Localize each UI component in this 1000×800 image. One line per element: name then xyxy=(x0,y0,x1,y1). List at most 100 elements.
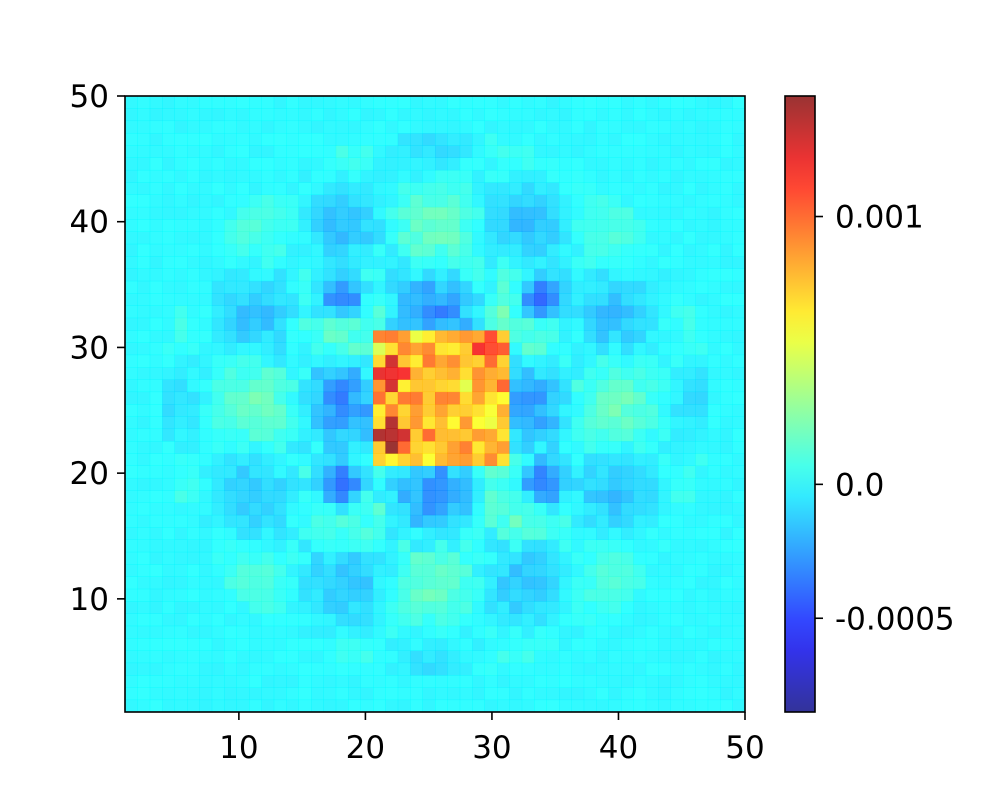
heatmap-cell xyxy=(286,428,299,442)
heatmap-cell xyxy=(149,169,163,183)
heatmap-cell xyxy=(497,157,510,171)
heatmap-cell xyxy=(273,182,287,195)
heatmap-cell xyxy=(323,625,337,639)
heatmap-cell xyxy=(162,687,175,701)
heatmap-cell xyxy=(149,293,163,306)
heatmap-cell xyxy=(435,440,448,454)
heatmap-cell xyxy=(435,638,448,651)
heatmap-cell xyxy=(509,662,523,676)
heatmap-cell xyxy=(497,514,510,528)
heatmap-cell xyxy=(174,404,188,417)
heatmap-cell xyxy=(211,613,225,627)
heatmap-cell xyxy=(707,502,721,516)
heatmap-cell xyxy=(273,96,287,109)
heatmap-cell xyxy=(583,330,597,343)
heatmap-cell xyxy=(187,379,200,393)
heatmap-cell xyxy=(571,182,585,195)
heatmap-cell xyxy=(645,354,659,368)
heatmap-cell xyxy=(149,440,163,454)
heatmap-cell xyxy=(608,551,622,565)
heatmap-cell xyxy=(249,404,262,417)
heatmap-cell xyxy=(199,132,213,146)
heatmap-cell xyxy=(707,132,721,146)
heatmap-cell xyxy=(311,564,324,577)
heatmap-cell xyxy=(149,256,163,269)
heatmap-cell xyxy=(732,268,746,282)
heatmap-cell xyxy=(732,490,746,503)
heatmap-cell xyxy=(410,404,423,417)
heatmap-cell xyxy=(261,169,275,183)
heatmap-cell xyxy=(583,243,597,257)
heatmap-cell xyxy=(249,687,262,701)
heatmap-cell xyxy=(125,564,138,577)
heatmap-cell xyxy=(645,280,659,294)
heatmap-cell xyxy=(410,440,423,454)
heatmap-cell xyxy=(397,268,411,282)
heatmap-cell xyxy=(658,453,671,466)
heatmap-cell xyxy=(720,354,733,368)
heatmap-cell xyxy=(199,625,213,639)
heatmap-cell xyxy=(187,675,200,688)
heatmap-cell xyxy=(410,243,423,257)
heatmap-cell xyxy=(174,650,188,664)
heatmap-cell xyxy=(397,502,411,516)
heatmap-cell xyxy=(484,256,498,269)
heatmap-cell xyxy=(658,675,671,688)
heatmap-cell xyxy=(509,342,523,356)
heatmap-cell xyxy=(174,699,188,713)
heatmap-cell xyxy=(658,514,671,528)
heatmap-cell xyxy=(199,490,213,503)
heatmap-cell xyxy=(583,96,597,109)
heatmap-cell xyxy=(521,145,535,158)
heatmap-cell xyxy=(484,699,498,713)
heatmap-cell xyxy=(484,502,498,516)
heatmap-cell xyxy=(249,157,262,171)
heatmap-cell xyxy=(249,256,262,269)
heatmap-cell xyxy=(683,305,696,319)
heatmap-cell xyxy=(435,354,448,368)
heatmap-cell xyxy=(273,194,287,208)
heatmap-cell xyxy=(360,243,374,257)
heatmap-cell xyxy=(311,613,324,627)
heatmap-cell xyxy=(385,354,399,368)
heatmap-cell xyxy=(199,145,213,158)
heatmap-cell xyxy=(335,367,349,380)
heatmap-cell xyxy=(435,465,448,479)
heatmap-cell xyxy=(459,293,473,306)
heatmap-cell xyxy=(720,601,733,614)
heatmap-cell xyxy=(236,699,250,713)
heatmap-cell xyxy=(348,576,361,590)
heatmap-cell xyxy=(559,613,572,627)
heatmap-cell xyxy=(360,662,374,676)
heatmap-cell xyxy=(571,342,585,356)
heatmap-cell xyxy=(410,219,423,232)
heatmap-cell xyxy=(323,601,337,614)
heatmap-cell xyxy=(621,404,634,417)
heatmap-cell xyxy=(484,219,498,232)
heatmap-cell xyxy=(360,687,374,701)
heatmap-cell xyxy=(174,169,188,183)
heatmap-cell xyxy=(645,490,659,503)
heatmap-cell xyxy=(683,564,696,577)
heatmap-cell xyxy=(583,440,597,454)
heatmap-cell xyxy=(608,576,622,590)
heatmap-cell xyxy=(571,231,585,245)
heatmap-cell xyxy=(348,379,361,393)
heatmap-cell xyxy=(224,169,237,183)
heatmap-cell xyxy=(497,675,510,688)
heatmap-cell xyxy=(447,243,461,257)
heatmap-cell xyxy=(422,576,436,590)
heatmap-cell xyxy=(199,539,213,553)
heatmap-cell xyxy=(348,650,361,664)
heatmap-cell xyxy=(559,601,572,614)
heatmap-cell xyxy=(621,564,634,577)
heatmap-cell xyxy=(149,342,163,356)
heatmap-cell xyxy=(323,687,337,701)
heatmap-cell xyxy=(236,293,250,306)
heatmap-cell xyxy=(174,391,188,405)
heatmap-cell xyxy=(571,625,585,639)
heatmap-cell xyxy=(211,132,225,146)
heatmap-cell xyxy=(149,527,163,540)
heatmap-cell xyxy=(658,108,671,122)
heatmap-cell xyxy=(397,256,411,269)
